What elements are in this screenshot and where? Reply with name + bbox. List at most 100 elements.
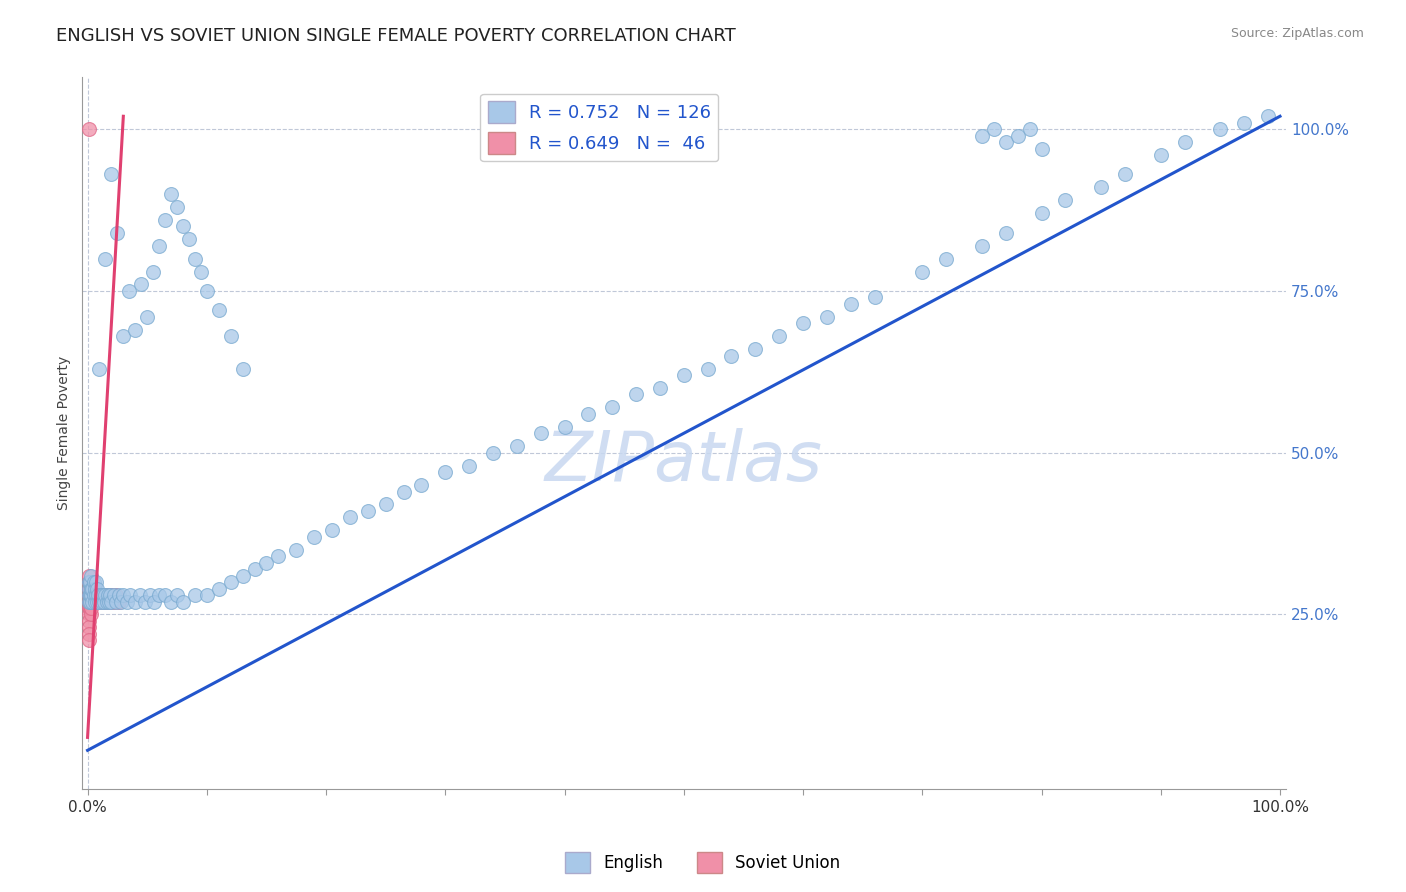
Point	[184, 588, 207, 602]
Point	[1257, 109, 1279, 123]
Point	[83, 588, 105, 602]
Point	[84, 594, 107, 608]
Point	[77, 633, 100, 648]
Point	[124, 594, 146, 608]
Point	[82, 594, 104, 608]
Point	[1054, 194, 1077, 208]
Point	[100, 594, 122, 608]
Point	[112, 588, 135, 602]
Point	[86, 588, 108, 602]
Point	[79, 582, 101, 596]
Point	[983, 122, 1005, 136]
Point	[105, 594, 128, 608]
Point	[91, 594, 114, 608]
Point	[357, 504, 380, 518]
Point	[374, 498, 396, 512]
Point	[79, 601, 101, 615]
Point	[79, 594, 101, 608]
Point	[166, 200, 188, 214]
Point	[1090, 180, 1112, 194]
Point	[87, 594, 110, 608]
Point	[129, 588, 152, 602]
Point	[82, 594, 104, 608]
Point	[970, 238, 993, 252]
Point	[103, 594, 125, 608]
Point	[160, 186, 183, 201]
Point	[80, 601, 103, 615]
Point	[600, 401, 623, 415]
Point	[77, 601, 100, 615]
Point	[863, 290, 886, 304]
Point	[142, 264, 165, 278]
Point	[648, 381, 671, 395]
Point	[153, 212, 176, 227]
Point	[98, 594, 121, 608]
Point	[166, 588, 188, 602]
Point	[994, 226, 1017, 240]
Point	[86, 582, 108, 596]
Point	[672, 368, 695, 382]
Point	[172, 594, 194, 608]
Point	[98, 588, 121, 602]
Point	[90, 588, 112, 602]
Point	[87, 588, 110, 602]
Point	[115, 594, 138, 608]
Point	[77, 582, 100, 596]
Point	[177, 232, 200, 246]
Point	[1114, 168, 1136, 182]
Point	[143, 594, 166, 608]
Point	[970, 128, 993, 143]
Point	[84, 588, 107, 602]
Point	[1174, 135, 1197, 149]
Point	[506, 439, 529, 453]
Point	[1233, 116, 1256, 130]
Point	[79, 594, 101, 608]
Point	[83, 588, 105, 602]
Point	[105, 588, 128, 602]
Point	[911, 264, 934, 278]
Point	[94, 588, 117, 602]
Point	[80, 582, 103, 596]
Point	[339, 510, 361, 524]
Point	[935, 252, 957, 266]
Point	[77, 620, 100, 634]
Point	[79, 575, 101, 590]
Point	[79, 588, 101, 602]
Point	[83, 594, 105, 608]
Point	[768, 329, 790, 343]
Point	[392, 484, 415, 499]
Point	[98, 594, 121, 608]
Point	[93, 594, 115, 608]
Point	[79, 575, 101, 590]
Point	[302, 530, 325, 544]
Point	[411, 478, 433, 492]
Point	[77, 594, 100, 608]
Point	[94, 594, 117, 608]
Point	[482, 446, 505, 460]
Point	[458, 458, 481, 473]
Point	[554, 419, 576, 434]
Point	[77, 627, 100, 641]
Point	[77, 607, 100, 622]
Point	[576, 407, 599, 421]
Point	[160, 594, 183, 608]
Text: ZIPatlas: ZIPatlas	[544, 428, 823, 495]
Text: Source: ZipAtlas.com: Source: ZipAtlas.com	[1230, 27, 1364, 40]
Point	[118, 284, 141, 298]
Point	[107, 594, 129, 608]
Point	[815, 310, 838, 324]
Legend: English, Soviet Union: English, Soviet Union	[558, 846, 848, 880]
Point	[96, 588, 118, 602]
Point	[77, 582, 100, 596]
Point	[93, 588, 115, 602]
Point	[98, 588, 121, 602]
Point	[89, 594, 111, 608]
Point	[243, 562, 266, 576]
Point	[696, 361, 718, 376]
Point	[232, 568, 254, 582]
Point	[208, 303, 231, 318]
Point	[112, 329, 135, 343]
Y-axis label: Single Female Poverty: Single Female Poverty	[58, 356, 72, 510]
Point	[90, 594, 112, 608]
Point	[80, 588, 103, 602]
